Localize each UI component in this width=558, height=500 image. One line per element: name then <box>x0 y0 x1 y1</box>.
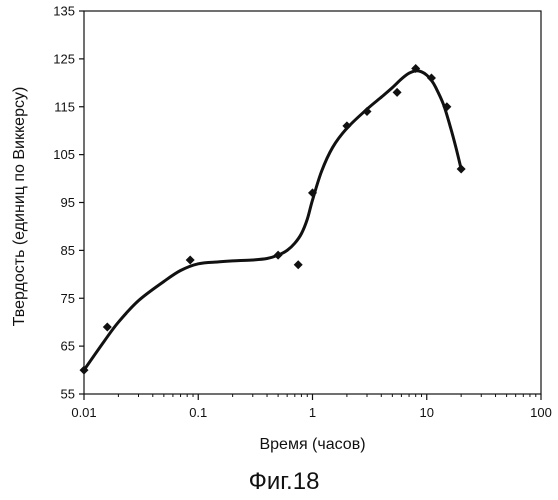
y-tick-label: 105 <box>53 147 75 162</box>
data-point <box>294 260 303 269</box>
y-axis-title: Твердость (единиц по Виккерсу) <box>11 87 28 327</box>
data-point <box>393 88 402 97</box>
y-tick-label: 55 <box>61 387 75 402</box>
data-point <box>363 107 372 116</box>
x-tick-label: 0.1 <box>189 405 207 420</box>
data-point <box>186 255 195 264</box>
trend-curve <box>84 71 461 370</box>
x-tick-label: 100 <box>530 405 552 420</box>
y-tick-label: 95 <box>61 195 75 210</box>
x-tick-label: 0.01 <box>71 405 96 420</box>
data-point <box>457 164 466 173</box>
data-point <box>342 121 351 130</box>
data-point <box>274 251 283 260</box>
figure-caption: Фиг.18 <box>249 468 320 495</box>
y-tick-label: 75 <box>61 291 75 306</box>
y-tick-label: 85 <box>61 243 75 258</box>
x-tick-label: 1 <box>309 405 316 420</box>
y-tick-label: 115 <box>54 99 75 114</box>
y-tick-label: 125 <box>53 51 75 66</box>
x-axis-title: Время (часов) <box>259 436 365 453</box>
x-tick-label: 10 <box>420 405 434 420</box>
data-points <box>80 64 466 375</box>
y-tick-label: 65 <box>61 339 75 354</box>
y-tick-label: 135 <box>53 4 75 19</box>
y-axis-ticks: 55 65 75 85 95 105 115 125 135 <box>53 4 84 402</box>
x-axis-ticks: 0.01 0.1 1 10 100 <box>71 394 552 420</box>
